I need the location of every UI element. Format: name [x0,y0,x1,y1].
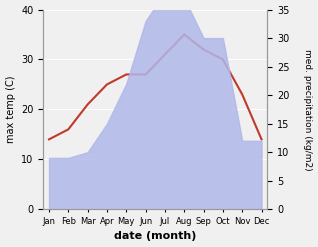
Y-axis label: max temp (C): max temp (C) [5,76,16,143]
Y-axis label: med. precipitation (kg/m2): med. precipitation (kg/m2) [303,49,313,170]
X-axis label: date (month): date (month) [114,231,197,242]
